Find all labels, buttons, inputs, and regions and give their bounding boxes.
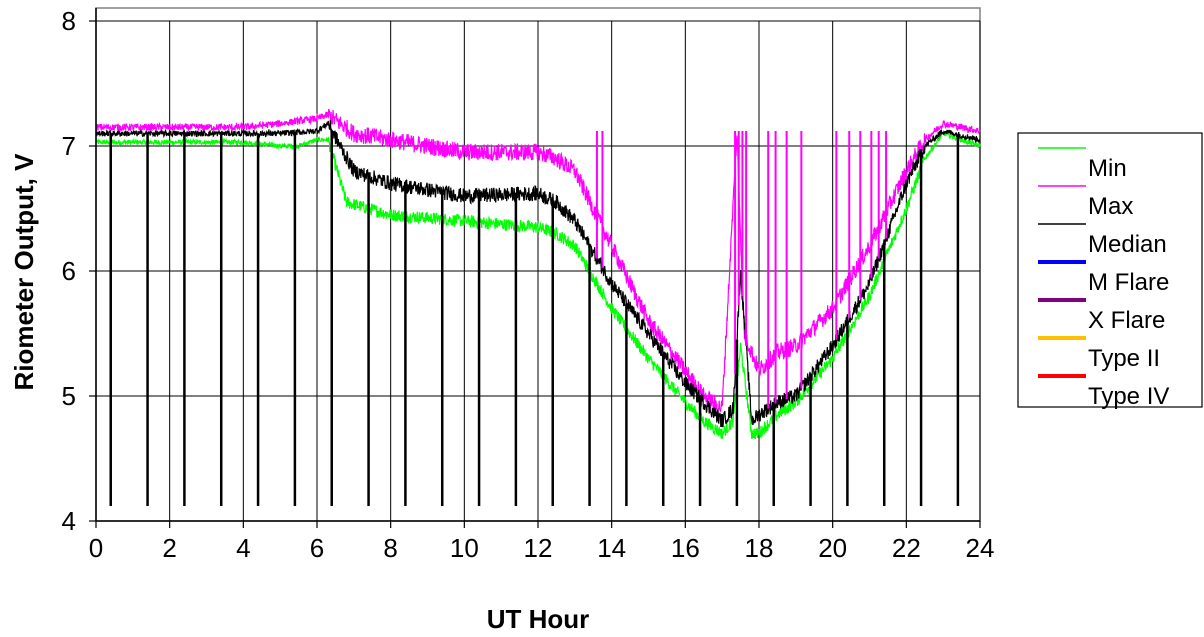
series-line-median	[95, 120, 981, 428]
x-tick-label: 20	[818, 533, 847, 563]
x-tick-label: 6	[310, 533, 324, 563]
legend-label: Type II	[1088, 345, 1160, 372]
x-tick-label: 10	[450, 533, 479, 563]
legend-box	[1017, 132, 1203, 408]
y-tick-label: 4	[62, 506, 76, 536]
x-axis-title: UT Hour	[487, 604, 590, 634]
x-tick-label: 4	[236, 533, 250, 563]
y-tick-label: 8	[62, 6, 76, 36]
x-tick-label: 14	[597, 533, 626, 563]
legend-label: Type IV	[1088, 383, 1169, 410]
y-tick-label: 5	[62, 381, 76, 411]
x-tick-label: 24	[966, 533, 995, 563]
legend-label: Min	[1088, 155, 1127, 182]
legend-label: Median	[1088, 231, 1167, 258]
y-tick-label: 6	[62, 256, 76, 286]
series-layer	[95, 108, 981, 506]
series-line-min	[95, 130, 981, 440]
legend-label: X Flare	[1088, 307, 1165, 334]
series-line-max	[95, 108, 981, 414]
x-tick-label: 2	[162, 533, 176, 563]
x-tick-label: 16	[671, 533, 700, 563]
x-tick-label: 12	[524, 533, 553, 563]
x-tick-label: 8	[383, 533, 397, 563]
legend: Min Max Median M Flare X Flare Type II Type IV	[1017, 132, 1203, 410]
legend-label: Max	[1088, 193, 1133, 220]
x-tick-label: 22	[892, 533, 921, 563]
y-axis-title: Riometer Output, V	[9, 153, 39, 391]
legend-label: M Flare	[1088, 269, 1169, 296]
x-tick-label: 18	[745, 533, 774, 563]
y-tick-label: 7	[62, 131, 76, 161]
x-tick-label: 0	[89, 533, 103, 563]
